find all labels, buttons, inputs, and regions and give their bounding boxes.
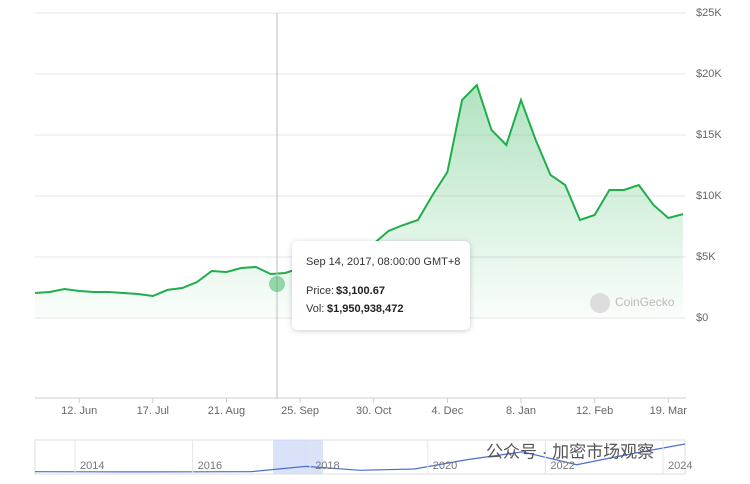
navigator-year: 2014 <box>80 460 104 472</box>
y-tick-label: $15K <box>696 129 722 141</box>
tooltip-date: Sep 14, 2017, 08:00:00 GMT+8 <box>306 256 460 268</box>
navigator-line <box>34 443 686 473</box>
navigator-year: 2016 <box>198 460 222 472</box>
y-tick-label: $0 <box>696 312 708 324</box>
x-tick-label: 8. Jan <box>506 405 536 417</box>
y-tick-label: $25K <box>696 7 722 19</box>
x-tick-label: 4. Dec <box>431 405 463 417</box>
hover-point <box>269 276 285 292</box>
tooltip-vol: $1,950,938,472 <box>327 303 403 315</box>
x-tick-label: 25. Sep <box>281 405 319 417</box>
x-tick-label: 12. Jun <box>61 405 97 417</box>
y-tick-label: $10K <box>696 190 722 202</box>
navigator-year: 2022 <box>550 460 574 472</box>
x-tick-label: 17. Jul <box>137 405 169 417</box>
tooltip-price-label: Price: <box>306 285 334 297</box>
navigator-frame <box>34 439 686 475</box>
watermark: CoinGecko <box>590 293 675 313</box>
tooltip-vol-label: Vol: <box>306 303 324 315</box>
x-tick-label: 21. Aug <box>208 405 245 417</box>
overlay-text: 公众号 · 加密市场观察 <box>486 442 654 461</box>
watermark-text: CoinGecko <box>615 295 675 309</box>
y-tick-label: $20K <box>696 68 722 80</box>
navigator-year: 2018 <box>315 460 339 472</box>
x-tick-label: 30. Oct <box>356 405 391 417</box>
x-tick-label: 19. Mar <box>650 405 688 417</box>
tooltip: Sep 14, 2017, 08:00:00 GMT+8 Price: $3,1… <box>292 241 470 330</box>
navigator-year: 2020 <box>433 460 457 472</box>
navigator: 2014 2016 2018 2020 2022 2024 <box>34 439 692 475</box>
x-tick-label: 12. Feb <box>576 405 613 417</box>
y-tick-label: $5K <box>696 251 716 263</box>
area <box>35 85 683 318</box>
tooltip-price: $3,100.67 <box>336 285 385 297</box>
navigator-year: 2024 <box>668 460 692 472</box>
plot-area: $0 $5K $10K $15K $20K $25K 12. Jun 17. Jul 21. A… <box>34 7 722 417</box>
